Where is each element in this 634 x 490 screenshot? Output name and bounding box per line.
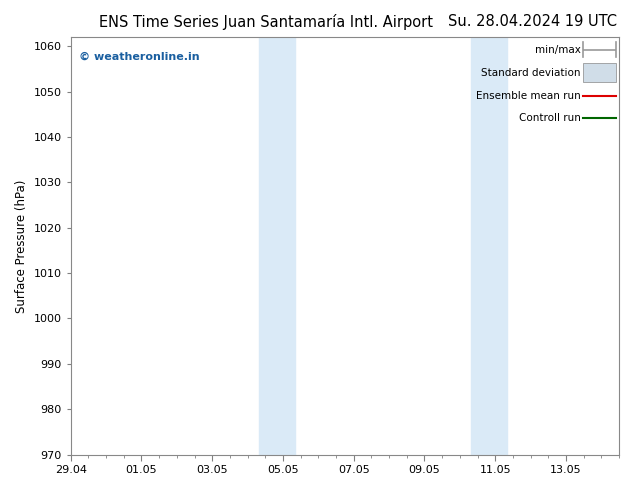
Text: Ensemble mean run: Ensemble mean run [476,91,581,100]
Bar [472,37,489,455]
Text: Su. 28.04.2024 19 UTC: Su. 28.04.2024 19 UTC [448,14,617,29]
Text: min/max: min/max [534,45,581,54]
Y-axis label: Surface Pressure (hPa): Surface Pressure (hPa) [15,179,28,313]
Bar [277,37,295,455]
Text: © weatheronline.in: © weatheronline.in [79,51,200,62]
Bar [583,63,616,82]
Bar [489,37,507,455]
Bar [259,37,277,455]
Text: ENS Time Series Juan Santamaría Intl. Airport: ENS Time Series Juan Santamaría Intl. Ai… [100,14,433,30]
Text: Standard deviation: Standard deviation [481,68,581,77]
Text: Controll run: Controll run [519,114,581,123]
